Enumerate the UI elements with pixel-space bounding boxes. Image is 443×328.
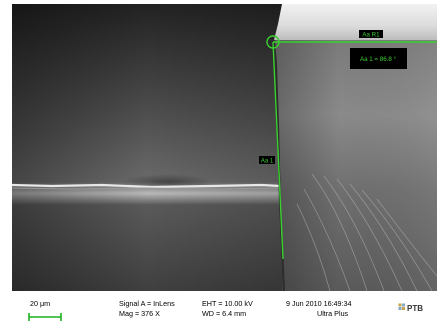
date-time-text: 9 Jun 2010 16:49:34: [286, 299, 352, 308]
scale-bar-label: 20 μm: [30, 299, 51, 308]
ptb-logo-icon: PTB: [398, 303, 423, 313]
angle-readout-bg: [350, 48, 407, 69]
angle-vertical-line: [272, 41, 284, 260]
upper-right-bright-region: [274, 4, 437, 40]
angle-readout: Aa 1 = 86.8 °: [360, 56, 397, 63]
label-aa1-bg: [259, 156, 275, 164]
sem-micrograph: Aa R1 Aa 1 = 86.8 ° Aa 1: [12, 4, 437, 291]
angle-vertex-marker: [266, 35, 280, 49]
info-bar: 20 μm Signal A = InLens Mag = 376 X EHT …: [0, 294, 443, 328]
scale-bar: [28, 313, 62, 321]
instrument-text: Ultra Plus: [317, 309, 349, 318]
ptb-logo-text: PTB: [407, 304, 423, 313]
wd-text: WD = 6.4 mm: [202, 309, 247, 318]
label-aa-r1: Aa R1: [362, 31, 380, 38]
edge-highlight: [12, 183, 281, 189]
ptb-logo: PTB: [398, 301, 430, 313]
measurement-overlay: Aa R1 Aa 1 = 86.8 ° Aa 1: [259, 30, 437, 260]
eht-text: EHT = 10.00 kV: [202, 299, 253, 308]
label-aa-r1-bg: [359, 30, 383, 38]
signal-text: Signal A = InLens: [119, 299, 175, 308]
cleavage-lines: [296, 173, 437, 291]
mag-text: Mag = 376 X: [119, 309, 160, 318]
label-aa1: Aa 1: [261, 158, 274, 164]
